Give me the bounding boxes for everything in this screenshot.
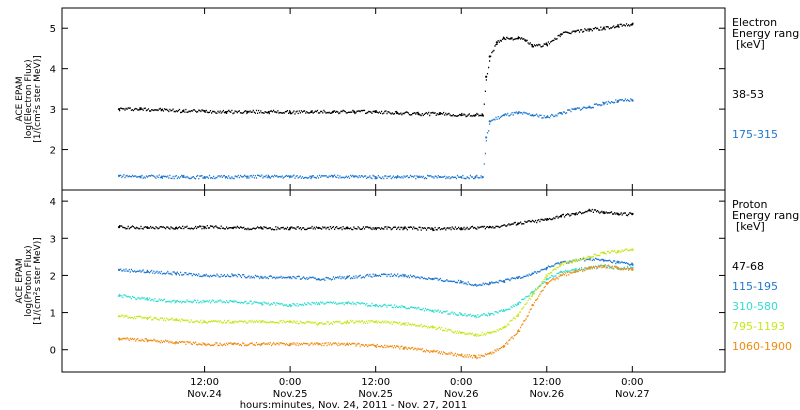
- legend-entry: 47-68: [732, 260, 764, 273]
- proton-legend-title-line: Proton: [732, 198, 767, 211]
- legend-entry: 795-1193: [732, 320, 785, 333]
- series-trace: [119, 248, 634, 337]
- data-point: [117, 108, 121, 111]
- series-1060-1900: 1060-1900: [117, 264, 792, 360]
- series-38-53: 38-53: [117, 22, 764, 118]
- proton-legend-title-line: Energy ranges: [732, 209, 800, 222]
- ylabel-line: log(Proton Flux): [24, 245, 34, 316]
- x-tick-date-label: Nov.25: [358, 389, 393, 400]
- ylabel-line: ACE EPAM: [15, 76, 25, 121]
- y-tick-label: 4: [50, 65, 56, 76]
- data-point: [117, 337, 121, 340]
- proton-plot-frame: [61, 189, 726, 373]
- x-axis-label: hours:minutes, Nov. 24, 2011 - Nov. 27, …: [240, 400, 468, 410]
- series-795-1193: 795-1193: [117, 248, 785, 337]
- series-trace: [119, 208, 634, 232]
- ylabel-line: log(Electron Flux): [24, 59, 34, 138]
- y-tick-label: 5: [50, 24, 56, 35]
- ylabel-line: ACE EPAM: [15, 258, 25, 303]
- series-trace: [119, 22, 634, 118]
- y-tick-label: 4: [50, 197, 56, 208]
- x-tick-date-label: Nov.24: [187, 389, 222, 400]
- series-175-315: 175-315: [117, 98, 778, 180]
- series-trace: [119, 264, 634, 319]
- series-trace: [119, 98, 634, 180]
- x-tick-label: 0:00: [279, 377, 301, 388]
- y-tick-label: 2: [50, 146, 56, 157]
- data-point: [289, 111, 292, 114]
- ylabel-line: [1/(cm²s ster MeV)]: [33, 237, 43, 324]
- data-point: [117, 226, 121, 229]
- legend-entry: 115-195: [732, 280, 778, 293]
- legend-entry: 38-53: [732, 88, 764, 101]
- y-tick-label: 3: [50, 105, 56, 116]
- x-tick-date-label: Nov.26: [444, 389, 479, 400]
- legend-entry: 1060-1900: [732, 340, 792, 353]
- series-115-195: 115-195: [117, 256, 778, 293]
- proton-panel: 0 1 2 3 4 ACE EPAMlog(Proton Flux)[1/(cm²s st…: [15, 189, 800, 410]
- data-point: [485, 75, 488, 78]
- y-tick-label: 0: [50, 346, 56, 357]
- data-point: [495, 41, 498, 44]
- x-tick-label: 12:00: [361, 377, 390, 388]
- series-trace: [119, 264, 634, 360]
- x-tick-label: 12:00: [532, 377, 561, 388]
- data-point: [117, 294, 121, 297]
- series-trace: [119, 256, 634, 287]
- series-47-68: 47-68: [117, 208, 764, 273]
- y-tick-label: 1: [50, 309, 56, 320]
- proton-ylabel: ACE EPAMlog(Proton Flux)[1/(cm²s ster Me…: [15, 237, 43, 324]
- data-point: [374, 175, 377, 179]
- electron-legend-title-line: Energy ranges: [732, 27, 800, 40]
- x-tick-date-label: Nov.26: [529, 389, 564, 400]
- x-tick-date-label: Nov.27: [615, 389, 650, 400]
- x-tick-label: 0:00: [450, 377, 472, 388]
- data-point: [517, 313, 520, 316]
- electron-legend-title-line: Electron: [732, 16, 777, 29]
- x-tick-label: 12:00: [190, 377, 219, 388]
- electron-ylabel: ACE EPAMlog(Electron Flux)[1/(cm²s ster …: [15, 55, 43, 142]
- data-point: [485, 136, 488, 139]
- legend-entry: 175-315: [732, 128, 778, 141]
- series-310-580: 310-580: [117, 264, 778, 319]
- y-tick-label: 2: [50, 271, 56, 282]
- electron-legend-title-line: [keV]: [736, 38, 765, 51]
- legend-entry: 310-580: [732, 300, 778, 313]
- y-tick-label: 3: [50, 234, 56, 245]
- proton-legend-title-line: [keV]: [736, 220, 765, 233]
- electron-panel: 2 3 4 5 ACE EPAMlog(Electron Flux)[1/(cm²s s…: [15, 7, 800, 191]
- x-tick-label: 0:00: [621, 377, 643, 388]
- x-tick-date-label: Nov.25: [273, 389, 308, 400]
- ylabel-line: [1/(cm²s ster MeV)]: [33, 55, 43, 142]
- data-point: [474, 356, 477, 359]
